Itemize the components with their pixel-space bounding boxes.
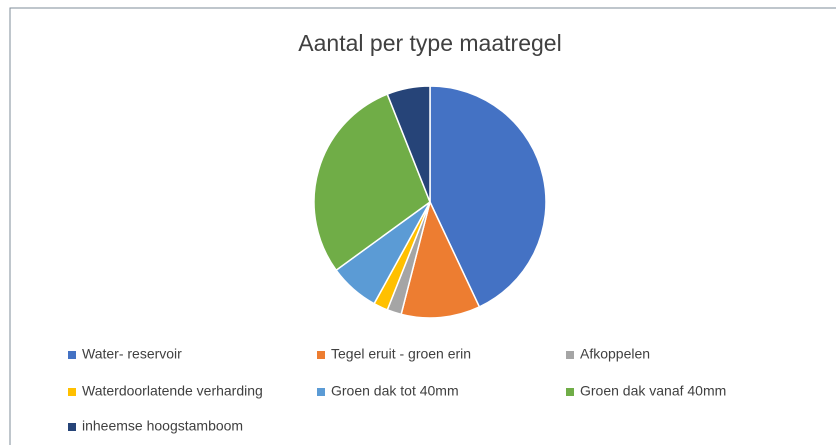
legend-label: Tegel eruit - groen erin	[331, 346, 471, 362]
chart-title: Aantal per type maatregel	[298, 30, 561, 56]
legend-swatch	[68, 388, 76, 396]
pie-slice	[429, 85, 547, 308]
legend-label: Waterdoorlatende verharding	[82, 383, 263, 399]
legend-swatch	[317, 388, 325, 396]
pie-slice	[386, 85, 431, 203]
legend-label: Groen dak vanaf 40mm	[580, 383, 726, 399]
legend-label: Groen dak tot 40mm	[331, 383, 459, 399]
legend-swatch	[317, 351, 325, 359]
legend-label: Afkoppelen	[580, 346, 650, 362]
legend-swatch	[68, 351, 76, 359]
legend-swatch	[566, 388, 574, 396]
pie-slice	[313, 93, 431, 272]
legend-swatch	[68, 423, 76, 431]
pie-slice	[400, 199, 481, 319]
legend-swatch	[566, 351, 574, 359]
legend-label: inheemse hoogstamboom	[82, 418, 243, 434]
legend-label: Water- reservoir	[82, 346, 182, 362]
